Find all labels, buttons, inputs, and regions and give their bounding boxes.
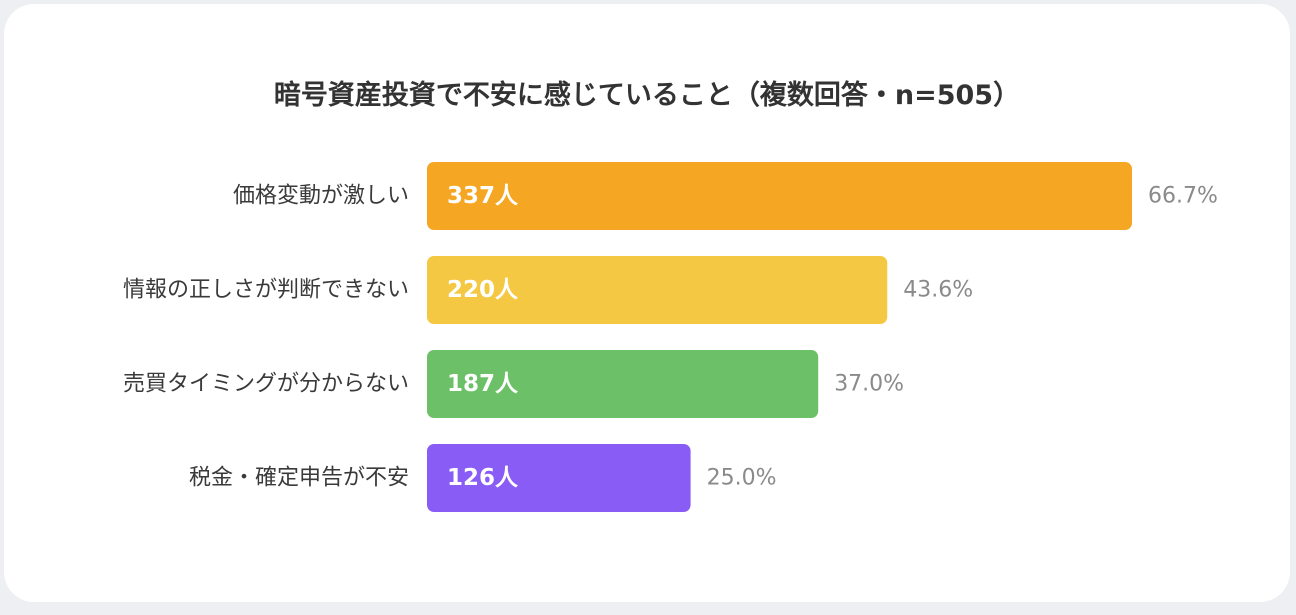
bar-chart: 価格変動が激しい 337人 66.7% 情報の正しさが判断できない 220人 43.6% 売… xyxy=(123,162,1218,512)
bar-value-label: 126人 xyxy=(447,465,519,491)
chart-card: 暗号資産投資で不安に感じていること（複数回答・n=505） 価格変動が激しい 33… xyxy=(4,4,1290,602)
category-label: 価格変動が激しい xyxy=(233,184,409,209)
percent-label: 37.0% xyxy=(834,372,904,397)
bar xyxy=(427,444,691,512)
category-label: 情報の正しさが判断できない xyxy=(123,278,409,303)
bar-value-label: 187人 xyxy=(447,371,519,397)
bar-value-label: 220人 xyxy=(447,277,519,303)
bar xyxy=(427,350,819,418)
category-label: 売買タイミングが分からない xyxy=(123,372,409,397)
percent-label: 25.0% xyxy=(707,466,777,491)
bar xyxy=(427,256,888,324)
percent-label: 43.6% xyxy=(903,278,973,303)
bar-value-label: 337人 xyxy=(447,183,519,209)
percent-label: 66.7% xyxy=(1148,184,1218,209)
chart-title: 暗号資産投資で不安に感じていること（複数回答・n=505） xyxy=(273,80,1021,111)
category-label: 税金・確定申告が不安 xyxy=(189,466,409,491)
bar xyxy=(427,162,1132,230)
